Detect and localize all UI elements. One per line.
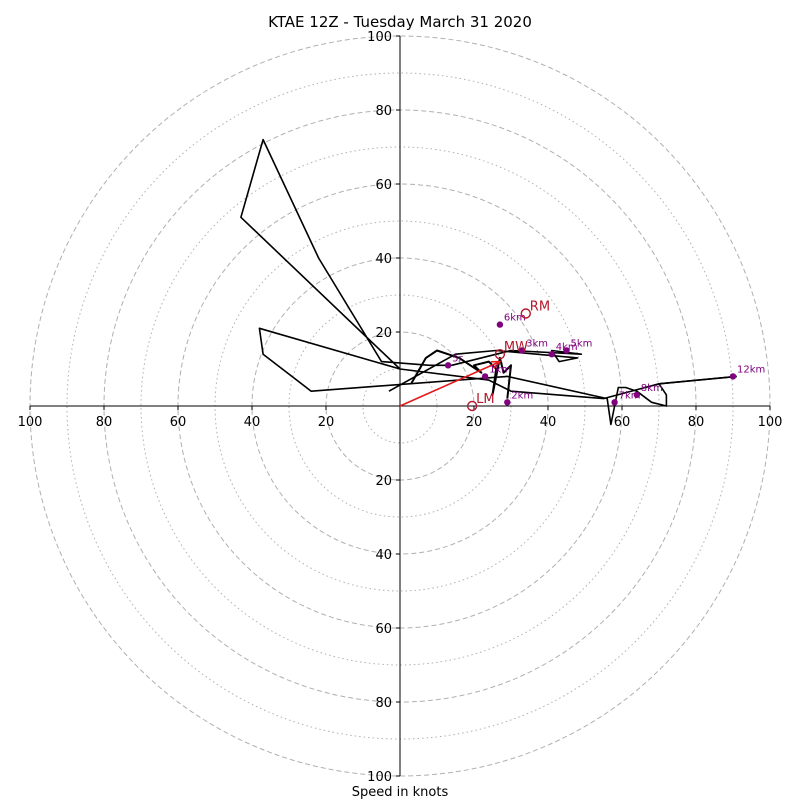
height-markers: 2km3km4km5km6km7km8km12km1km5r [444,313,765,406]
hodograph-series [240,138,737,426]
height-marker-dot [496,321,504,328]
y-tick-label: 40 [375,252,392,267]
height-marker-label: 8km [641,383,663,394]
height-marker-label: 3km [526,339,548,350]
x-axis-label: Speed in knots [352,785,449,800]
x-tick-label: 100 [18,415,43,430]
storm-marker-circle [520,308,531,319]
x-tick-label: 80 [96,415,113,430]
storm-marker-label: MW [504,340,528,355]
height-marker-dot [481,373,489,380]
y-tick-label: 40 [375,548,392,563]
y-tick-label: 100 [367,30,392,45]
chart-title: KTAE 12Z - Tuesday March 31 2020 [268,13,532,31]
height-marker-label: 7km [619,390,641,401]
x-tick-label: 80 [688,415,705,430]
height-marker-label: 2km [511,390,533,401]
x-tick-label: 60 [170,415,187,430]
x-tick-label: 20 [466,415,483,430]
height-marker-label: 1km [489,364,511,375]
height-marker-dot [633,391,640,399]
storm-motion-markers: RM MW LM [466,300,550,412]
height-marker-label: 12km [737,364,765,375]
hodograph-line-main [258,327,737,426]
storm-motion-arrowhead [490,360,502,369]
height-marker-dot [611,399,618,406]
storm-marker-label: RM [530,300,550,315]
storm-marker-label: LM [476,392,494,407]
y-tick-label: 80 [375,696,392,711]
y-tick-label: 20 [375,474,392,489]
height-marker-dot [548,351,555,358]
tick-labels: 100 80 60 40 20 20 40 60 80 100 100 80 60 40 20 20 40 60 8… [18,30,783,785]
height-marker-dot [518,347,526,354]
storm-marker-circle [466,400,478,412]
x-tick-label: 40 [244,415,261,430]
hodograph-line-upper [240,138,737,400]
height-marker-dot [729,373,737,380]
x-tick-label: 60 [614,415,631,430]
height-marker-label: 5r [452,353,463,364]
y-tick-label: 60 [375,178,392,193]
y-tick-label: 80 [375,104,392,119]
x-tick-label: 100 [758,415,783,430]
height-marker-label: 6km [504,313,526,324]
storm-motion-vector [399,360,501,407]
y-tick-label: 100 [367,770,392,785]
height-marker-label: 5km [571,339,593,350]
x-tick-label: 40 [540,415,557,430]
height-marker-dot [444,362,452,369]
height-marker-dot [563,347,570,354]
height-marker-dot [504,399,511,406]
hodograph-line-lower [410,349,512,399]
x-tick-label: 20 [318,415,335,430]
storm-marker-circle [494,349,506,360]
y-tick-label: 20 [375,326,392,341]
y-tick-label: 60 [375,622,392,637]
